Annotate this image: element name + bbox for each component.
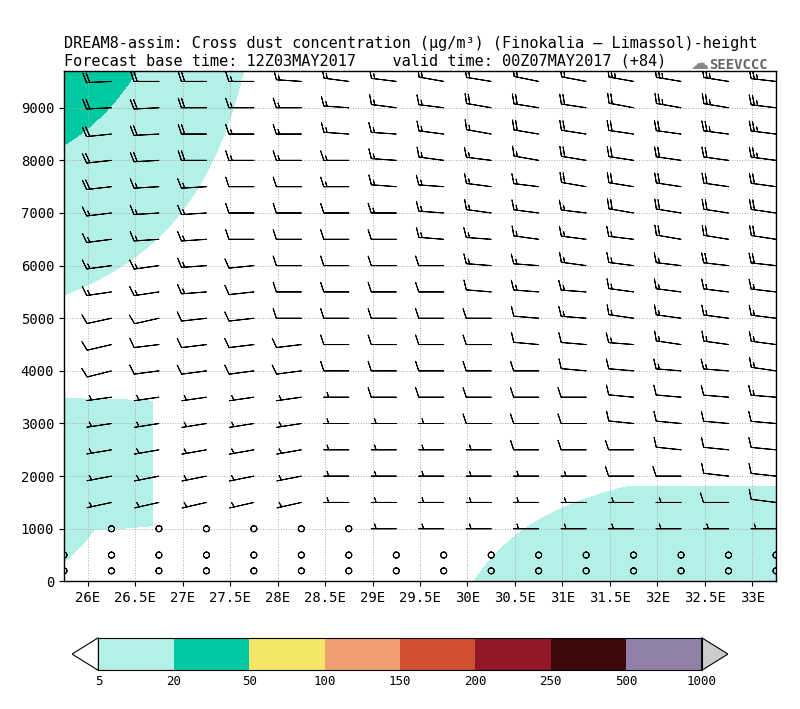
Text: 500: 500 <box>615 676 638 688</box>
Text: 20: 20 <box>166 676 182 688</box>
Bar <box>249 637 325 671</box>
Bar <box>174 637 249 671</box>
Text: 200: 200 <box>464 676 486 688</box>
Bar <box>98 637 174 671</box>
Text: DREAM8-assim: Cross dust concentration (μg/m³) (Finokalia – Limassol)-height
For: DREAM8-assim: Cross dust concentration (… <box>64 36 758 68</box>
Bar <box>551 637 626 671</box>
Polygon shape <box>702 637 728 671</box>
Text: SEEVCCC: SEEVCCC <box>710 58 768 72</box>
Text: 5: 5 <box>94 676 102 688</box>
Text: 150: 150 <box>389 676 411 688</box>
Bar <box>400 637 475 671</box>
Bar <box>626 637 702 671</box>
Text: 50: 50 <box>242 676 257 688</box>
Text: 1000: 1000 <box>686 676 717 688</box>
Text: ☁: ☁ <box>690 55 708 73</box>
Bar <box>98 637 702 671</box>
Text: 250: 250 <box>539 676 562 688</box>
Text: 100: 100 <box>314 676 336 688</box>
Bar <box>325 637 400 671</box>
Polygon shape <box>72 637 98 671</box>
Bar <box>475 637 551 671</box>
